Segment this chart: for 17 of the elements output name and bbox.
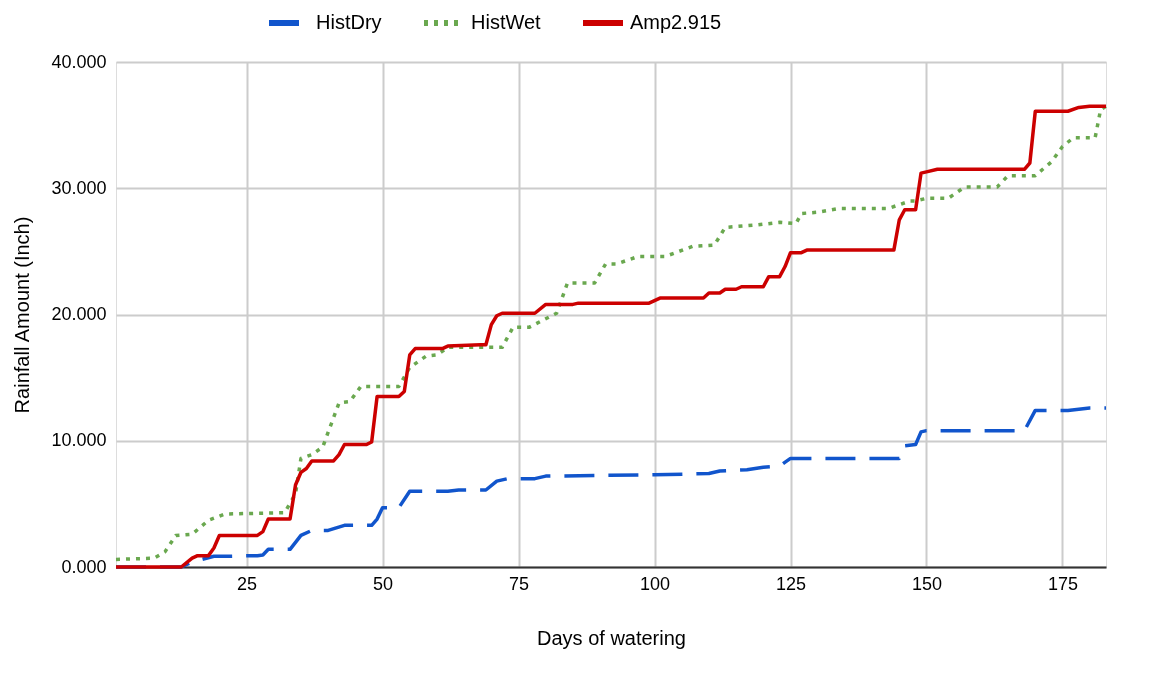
x-axis-title: Days of watering — [537, 626, 686, 649]
legend-label: HistWet — [471, 11, 542, 33]
y-tick-label: 10.000 — [51, 430, 107, 451]
legend-label: Amp2.915 — [630, 11, 722, 33]
y-tick-label: 20.000 — [51, 304, 107, 324]
y-tick-label: 40.000 — [51, 51, 107, 72]
x-tick-label: 50 — [373, 573, 394, 594]
legend-label: HistDry — [316, 11, 382, 33]
x-tick-label: 175 — [1047, 573, 1079, 594]
x-tick-label: 125 — [775, 573, 807, 594]
x-tick-label: 100 — [639, 573, 671, 594]
y-tick-label: 30.000 — [51, 177, 107, 198]
x-tick-label: 150 — [911, 573, 943, 594]
y-axis-title: Rainfall Amount (Inch) — [11, 216, 34, 414]
y-tick-label: 0.000 — [61, 556, 107, 577]
x-tick-label: 75 — [509, 573, 530, 594]
x-tick-label: 25 — [237, 573, 258, 594]
